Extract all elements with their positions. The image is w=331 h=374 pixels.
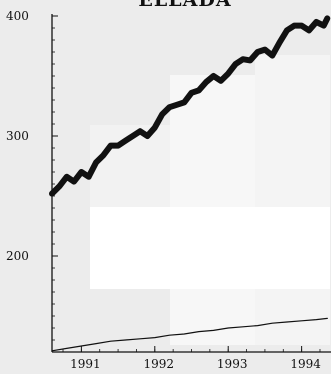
series-line-thin bbox=[51, 317, 328, 352]
y-tick-label: 400 bbox=[6, 9, 29, 23]
x-ticks: 1991 1992 1993 1994 bbox=[62, 346, 321, 371]
x-tick-label: 1994 bbox=[290, 357, 321, 371]
y-ticks: 400 300 200 bbox=[6, 9, 58, 353]
y-tick-label: 300 bbox=[6, 129, 29, 143]
chart-title: ELLADA bbox=[138, 0, 231, 11]
x-tick-label: 1991 bbox=[70, 357, 101, 371]
background-block bbox=[255, 55, 330, 345]
x-tick-label: 1992 bbox=[144, 357, 175, 371]
background-block bbox=[90, 207, 330, 289]
y-tick-label: 200 bbox=[6, 249, 29, 263]
x-tick-label: 1993 bbox=[217, 357, 248, 371]
series-layer bbox=[49, 15, 331, 352]
series-line-thick bbox=[49, 15, 331, 197]
